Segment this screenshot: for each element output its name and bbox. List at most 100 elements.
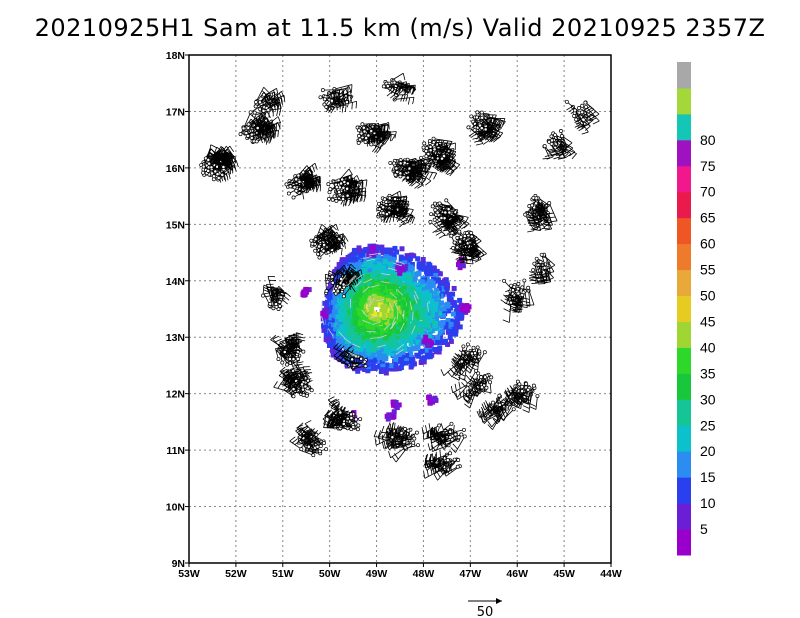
speed-cell: [422, 318, 428, 324]
barb-origin: [296, 173, 301, 178]
barb-flag: [414, 183, 421, 189]
speed-cell: [393, 399, 399, 405]
speed-cell: [401, 342, 407, 348]
barb-flag: [272, 132, 275, 140]
speed-cell: [371, 268, 377, 274]
speed-cell: [361, 251, 367, 257]
speed-cell: [420, 257, 426, 263]
speed-cell: [450, 291, 456, 297]
barb-flag: [390, 134, 392, 142]
speed-cell: [328, 282, 334, 288]
barb-staff: [207, 144, 212, 160]
speed-cell: [443, 324, 449, 330]
barb-staff: [256, 136, 269, 142]
barb-flag: [229, 160, 233, 167]
speed-cell: [329, 313, 335, 319]
speed-cell: [453, 312, 459, 318]
speed-cell: [404, 352, 410, 358]
barb-origin: [382, 197, 387, 202]
speed-cell: [321, 327, 327, 333]
speed-cell: [457, 315, 463, 321]
speed-cell: [388, 363, 394, 369]
speed-cell: [420, 287, 426, 293]
speed-cell: [339, 321, 345, 327]
barb-staff: [217, 160, 230, 168]
speed-cell: [410, 322, 416, 328]
speed-cell: [448, 338, 454, 344]
barb-flag: [387, 133, 392, 141]
barb-flag: [417, 184, 424, 189]
speed-cell: [332, 278, 338, 284]
speed-cell: [437, 321, 443, 327]
speed-cell: [437, 329, 443, 335]
speed-cell: [393, 295, 399, 301]
speed-cell: [404, 358, 410, 364]
barb-origin: [286, 191, 291, 196]
speed-cell: [421, 265, 427, 271]
speed-cell: [335, 275, 341, 281]
speed-cell: [322, 316, 328, 322]
speed-cell: [381, 367, 387, 373]
barb-flag: [210, 144, 218, 149]
barb-flag: [433, 172, 438, 180]
speed-cell: [440, 319, 446, 325]
barb-flag: [440, 139, 443, 147]
barb-flag: [420, 179, 426, 186]
barb-origin: [361, 125, 366, 130]
speed-cell: [430, 308, 436, 314]
speed-cell: [379, 309, 385, 315]
speed-cell: [434, 291, 440, 297]
barb-flag: [409, 180, 415, 187]
speed-cell: [441, 306, 447, 312]
barb-flag: [441, 163, 449, 168]
speed-cell: [395, 331, 401, 337]
speed-cell: [403, 312, 409, 318]
barb-flag: [368, 137, 371, 145]
barb-flag: [372, 146, 377, 153]
speed-cell: [428, 271, 434, 277]
speed-cell: [365, 274, 371, 280]
speed-cell: [431, 295, 437, 301]
barb-origin: [255, 126, 260, 130]
speed-cell: [456, 306, 462, 312]
speed-cell: [433, 340, 439, 346]
speed-cell: [435, 278, 441, 284]
barb-flag: [235, 160, 239, 168]
speed-cell: [387, 269, 393, 275]
barb-staff: [215, 158, 229, 172]
chart-title: 20210925H1 Sam at 11.5 km (m/s) Valid 20…: [34, 14, 766, 42]
speed-cell: [395, 266, 401, 272]
speed-cell: [447, 293, 453, 299]
barb-origin: [384, 212, 389, 217]
barb-origin: [363, 140, 368, 144]
barb-origin: [211, 177, 216, 182]
speed-cell: [393, 357, 399, 363]
barb-flag: [427, 165, 431, 172]
speed-cell: [457, 297, 463, 303]
speed-cell: [380, 304, 386, 310]
barb-flag: [391, 134, 396, 142]
barb-origin: [387, 196, 392, 201]
speed-cell: [354, 285, 360, 291]
barb-origin: [357, 128, 361, 133]
speed-cell: [368, 365, 374, 371]
barb-flag: [376, 147, 382, 154]
speed-cell: [361, 353, 367, 359]
barb-origin: [469, 114, 474, 119]
speed-cell: [390, 414, 396, 420]
speed-cell: [399, 265, 405, 271]
speed-cell: [303, 286, 309, 292]
speed-cell: [423, 304, 429, 310]
speed-cell: [380, 362, 386, 368]
speed-cell: [352, 251, 358, 257]
speed-cell: [399, 246, 405, 252]
speed-cell: [376, 352, 382, 358]
speed-cell: [387, 285, 393, 291]
speed-cell: [366, 282, 372, 288]
speed-cell: [330, 322, 336, 328]
speed-cell: [409, 252, 415, 258]
speed-cell: [370, 250, 376, 256]
barb-flag: [230, 164, 234, 172]
barb-origin: [479, 126, 484, 131]
speed-cell: [436, 286, 442, 292]
